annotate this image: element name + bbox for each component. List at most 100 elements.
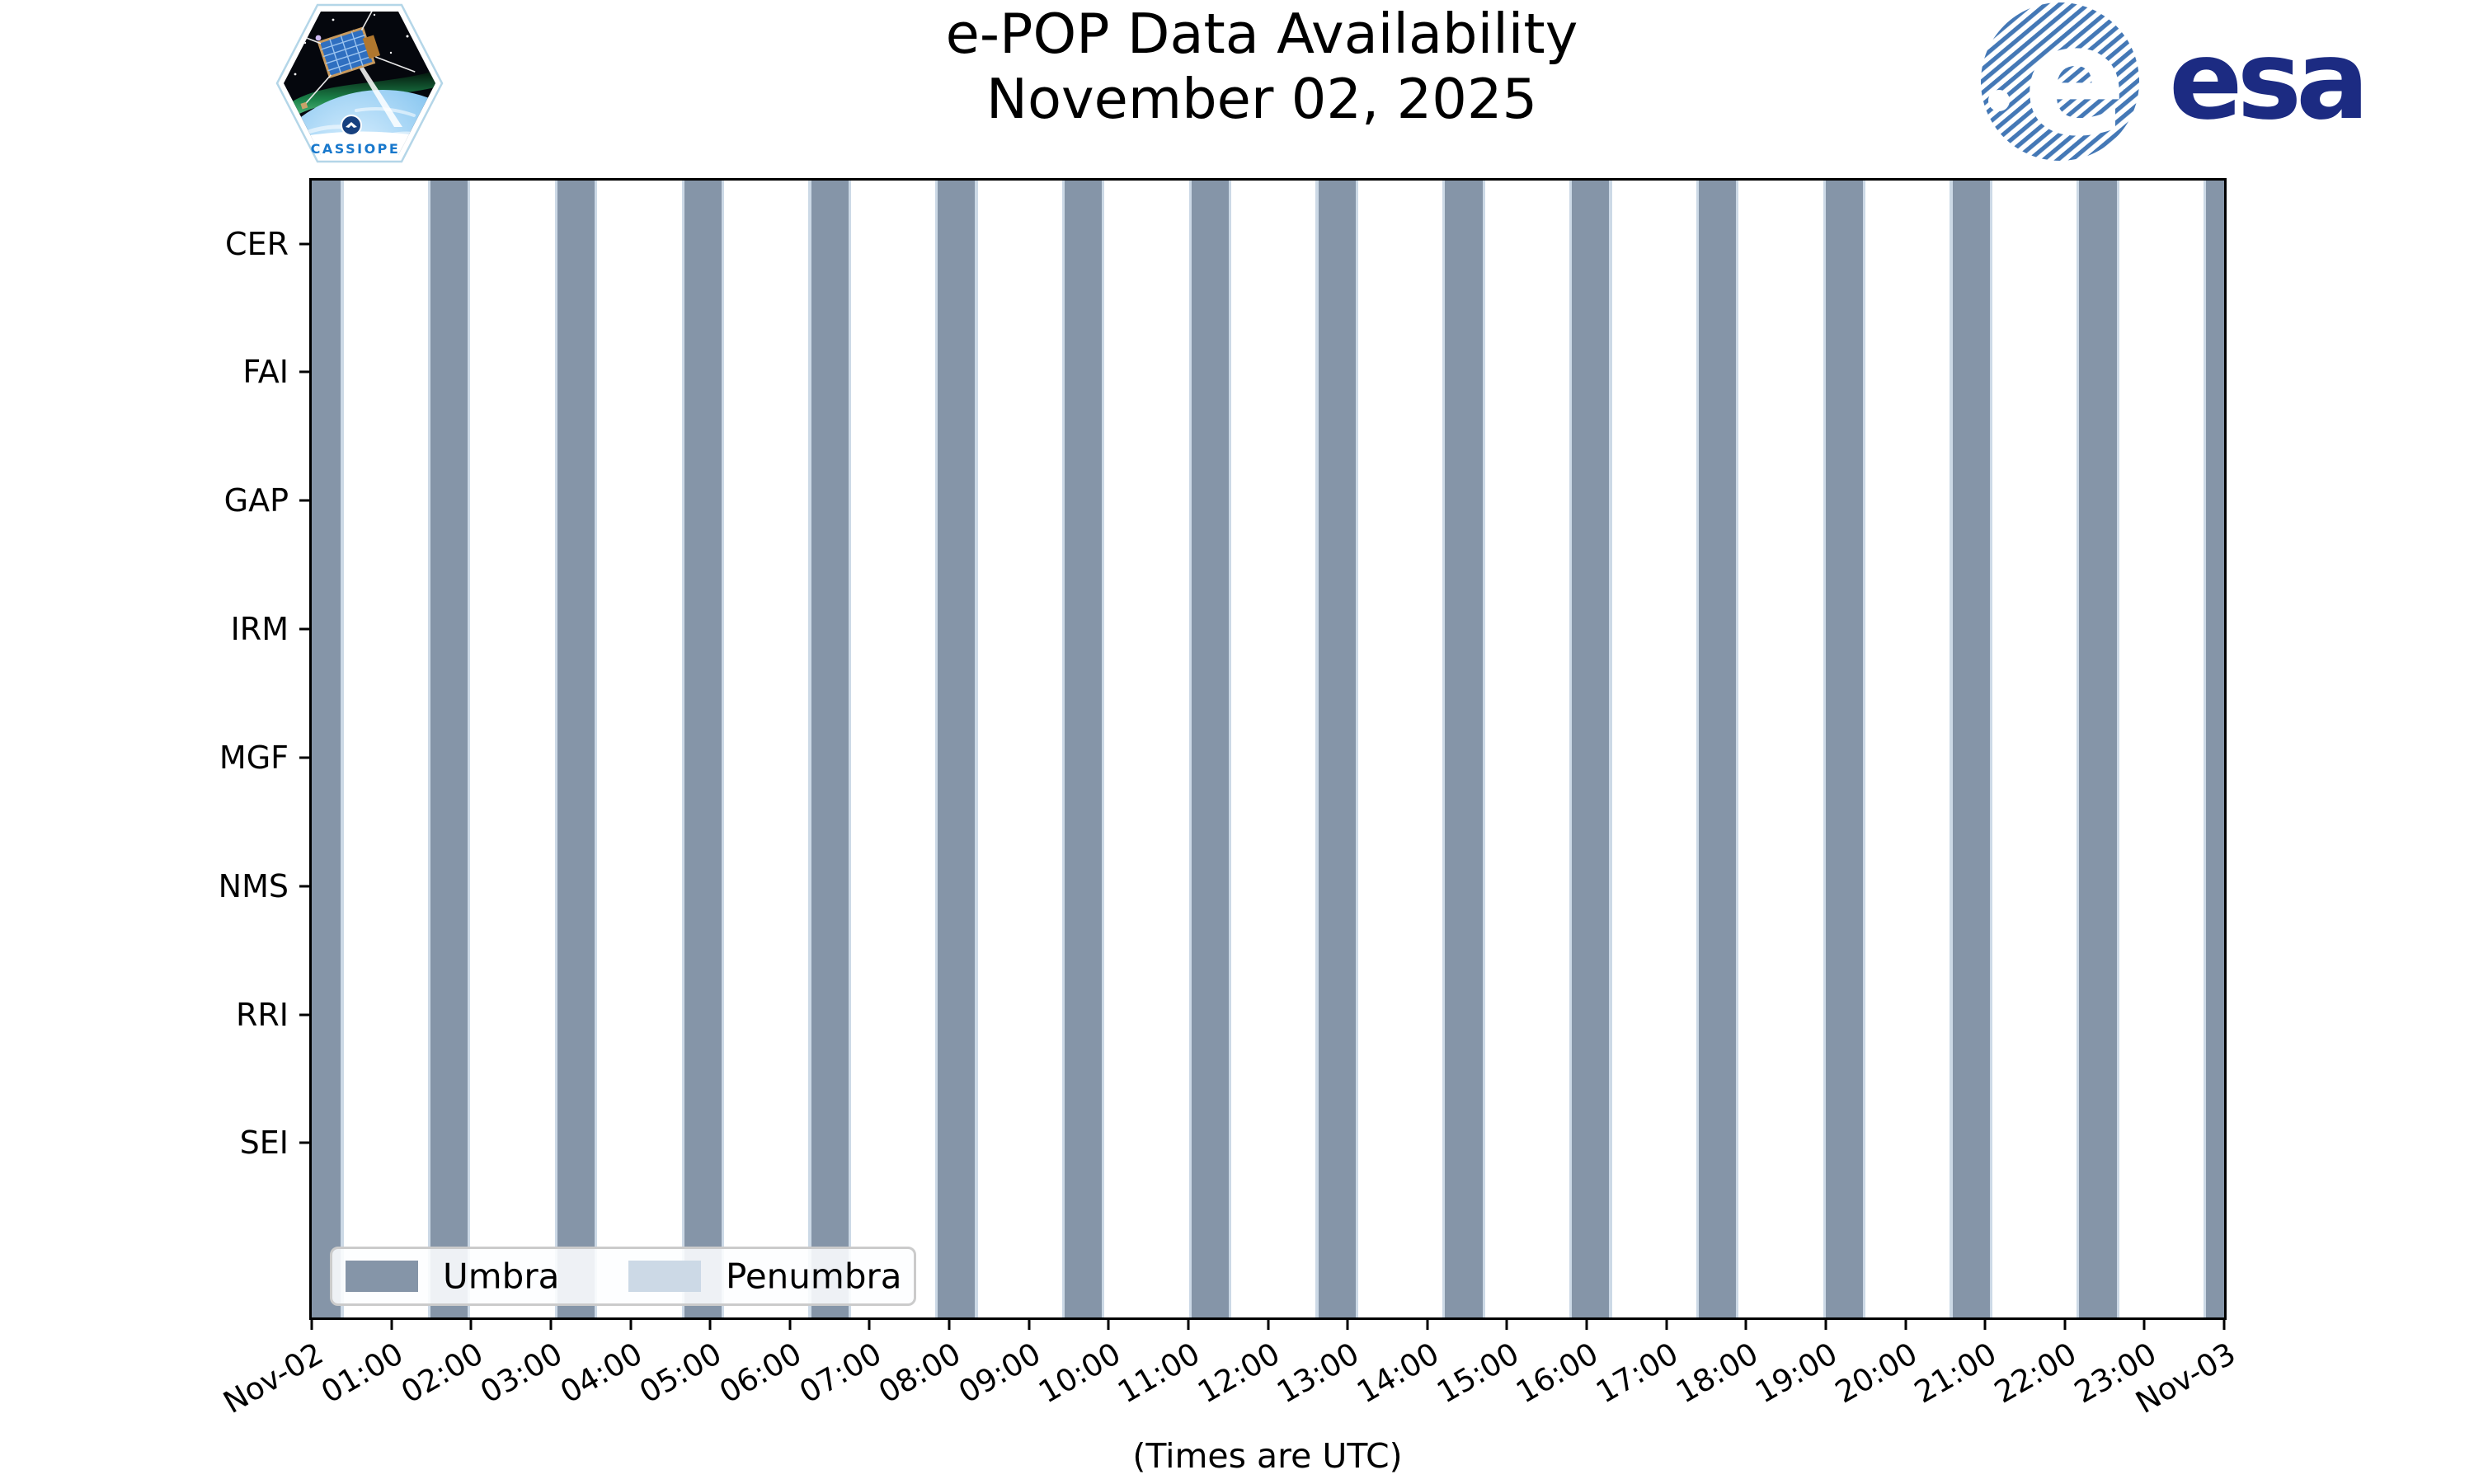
y-tick-label: NMS (218, 867, 289, 904)
x-axis-caption: (Times are UTC) (1132, 1436, 1403, 1476)
y-tick-label: CER (225, 225, 289, 262)
x-tick-label: 03:00 (474, 1336, 569, 1411)
x-tick-mark (868, 1317, 871, 1330)
y-tick-mark (299, 242, 312, 246)
x-tick-mark (2063, 1317, 2067, 1330)
umbra-legend-swatch (346, 1261, 418, 1292)
penumbra-legend-label: Penumbra (726, 1256, 902, 1297)
x-tick-mark (1824, 1317, 1827, 1330)
x-tick-label: 05:00 (633, 1336, 728, 1411)
x-tick-label: 19:00 (1749, 1336, 1844, 1411)
umbra-bar (1699, 181, 1737, 1317)
umbra-bar (1952, 181, 1990, 1317)
x-tick-label: 14:00 (1351, 1336, 1446, 1411)
umbra-bar (312, 181, 341, 1317)
x-tick-label: 01:00 (315, 1336, 410, 1411)
umbra-bar (1572, 181, 1610, 1317)
umbra-bar (2206, 181, 2224, 1317)
patch-bottom-band (284, 131, 435, 155)
umbra-legend-label: Umbra (443, 1256, 560, 1297)
x-tick-mark (1426, 1317, 1429, 1330)
x-tick-label: 17:00 (1590, 1336, 1685, 1411)
x-tick-mark (1028, 1317, 1031, 1330)
umbra-bar (2079, 181, 2117, 1317)
patch-satellite (284, 12, 416, 110)
y-tick-mark (299, 627, 312, 631)
x-tick-mark (1665, 1317, 1668, 1330)
esa-wordmark: esa (2169, 17, 2369, 144)
esa-globe-e: e (2023, 0, 2126, 170)
x-tick-mark (390, 1317, 393, 1330)
penumbra-legend-swatch (628, 1261, 701, 1292)
x-tick-mark (788, 1317, 792, 1330)
y-tick-label: FAI (242, 354, 289, 391)
x-tick-mark (1107, 1317, 1110, 1330)
umbra-bar (430, 181, 468, 1317)
umbra-bar (1445, 181, 1483, 1317)
x-tick-mark (2222, 1317, 2226, 1330)
csa-badge-mark (346, 122, 357, 128)
esa-logo: e (1981, 0, 2139, 170)
x-tick-mark (1983, 1317, 1987, 1330)
y-tick-mark (299, 756, 312, 759)
y-tick-mark (299, 1013, 312, 1017)
x-tick-label: 16:00 (1510, 1336, 1605, 1411)
x-tick-label: 21:00 (1908, 1336, 2003, 1411)
x-tick-mark (469, 1317, 473, 1330)
x-tick-label: 02:00 (394, 1336, 489, 1411)
y-tick-label: IRM (230, 611, 289, 648)
y-tick-label: GAP (223, 482, 289, 519)
umbra-bar (1191, 181, 1229, 1317)
y-tick-label: MGF (219, 739, 289, 776)
x-tick-label: 15:00 (1431, 1336, 1525, 1411)
umbra-bar (1318, 181, 1356, 1317)
y-tick-mark (299, 499, 312, 502)
x-tick-label: 20:00 (1829, 1336, 1923, 1411)
x-tick-label: 10:00 (1032, 1336, 1126, 1411)
x-tick-label: 12:00 (1192, 1336, 1286, 1411)
y-tick-mark (299, 885, 312, 888)
umbra-bar (938, 181, 976, 1317)
patch-beam (358, 66, 402, 127)
x-tick-label: 04:00 (554, 1336, 648, 1411)
x-tick-mark (549, 1317, 553, 1330)
umbra-bar (557, 181, 595, 1317)
chart-plot-area: Nov-02 01:00 02:00 03:00 04:00 05:00 06:00 07:0… (218, 178, 2242, 1421)
x-tick-mark (948, 1317, 951, 1330)
x-tick-mark (1346, 1317, 1349, 1330)
x-tick-mark (1904, 1317, 1907, 1330)
x-tick-label: 11:00 (1112, 1336, 1206, 1411)
umbra-bar (1065, 181, 1103, 1317)
cassiope-patch-label: CASSIOPE (311, 141, 401, 157)
x-tick-label: 22:00 (1988, 1336, 2083, 1411)
x-tick-mark (310, 1317, 313, 1330)
umbra-bar (1825, 181, 1863, 1317)
x-tick-label: Nov-02 (217, 1336, 330, 1421)
cassiope-mission-patch: CASSIOPE (275, 3, 444, 163)
chart-title-block: e-POP Data Availability November 02, 202… (946, 2, 1578, 132)
umbra-bar (684, 181, 722, 1317)
x-tick-mark (2142, 1317, 2146, 1330)
page-title: e-POP Data Availability (945, 2, 1578, 66)
x-tick-label: 18:00 (1669, 1336, 1764, 1411)
x-tick-mark (1505, 1317, 1508, 1330)
patch-bright-star (315, 35, 322, 41)
x-tick-label: 07:00 (793, 1336, 887, 1411)
patch-artwork (284, 12, 435, 155)
x-tick-mark (1585, 1317, 1588, 1330)
x-tick-mark (629, 1317, 632, 1330)
x-tick-mark (1187, 1317, 1190, 1330)
page-subtitle: November 02, 2025 (985, 67, 1538, 132)
esa-globe-icon: e (1981, 0, 2139, 170)
y-tick-mark (299, 370, 312, 373)
x-tick-label: 08:00 (872, 1336, 967, 1411)
x-tick-mark (1744, 1317, 1747, 1330)
x-tick-mark (1267, 1317, 1269, 1330)
chart-legend: Umbra Penumbra (330, 1247, 916, 1306)
esa-globe-dot (1988, 90, 2010, 111)
x-tick-label: 13:00 (1271, 1336, 1366, 1411)
x-tick-mark (708, 1317, 712, 1330)
x-tick-label: 06:00 (713, 1336, 808, 1411)
y-tick-mark (299, 1141, 312, 1144)
y-tick-label: SEI (239, 1125, 289, 1162)
